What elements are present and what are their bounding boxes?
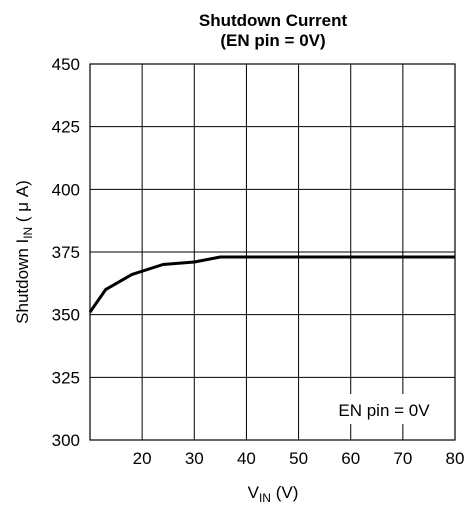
y-tick-label: 350 — [52, 306, 80, 325]
y-axis-label-unit: ( μ A) — [13, 180, 32, 227]
x-tick-label: 50 — [289, 449, 308, 468]
x-tick-label: 70 — [393, 449, 412, 468]
annotation-label: EN pin = 0V — [338, 401, 430, 420]
x-tick-label: 60 — [341, 449, 360, 468]
y-axis-label: Shutdown IIN ( μ A) — [13, 180, 35, 324]
x-tick-label: 80 — [446, 449, 465, 468]
x-tick-label: 20 — [133, 449, 152, 468]
x-tick-label: 40 — [237, 449, 256, 468]
series-group — [88, 255, 455, 314]
chart-title: Shutdown Current — [199, 11, 348, 30]
x-axis-label-subscript: IN — [259, 491, 271, 505]
y-tick-labels: 300 325 350 375 400 425 450 — [52, 55, 80, 450]
x-axis-label: VIN (V) — [248, 483, 299, 505]
y-tick-label: 400 — [52, 180, 80, 199]
chart-subtitle: (EN pin = 0V) — [220, 31, 325, 50]
y-tick-label: 450 — [52, 55, 80, 74]
grid-lines — [90, 64, 455, 440]
x-tick-label: 30 — [185, 449, 204, 468]
x-axis-label-main: V — [248, 483, 260, 502]
y-tick-label: 375 — [52, 243, 80, 262]
x-axis-label-unit: (V) — [271, 483, 298, 502]
plot-frame — [89, 63, 456, 441]
y-tick-label: 425 — [52, 118, 80, 137]
y-axis-label-main: Shutdown I — [13, 239, 32, 324]
annotation-background — [322, 394, 446, 424]
y-tick-label: 300 — [52, 431, 80, 450]
y-tick-label: 325 — [52, 368, 80, 387]
series-line — [88, 255, 455, 314]
y-axis-label-subscript: IN — [21, 227, 35, 239]
x-tick-labels: 20 30 40 50 60 70 80 — [133, 449, 465, 468]
